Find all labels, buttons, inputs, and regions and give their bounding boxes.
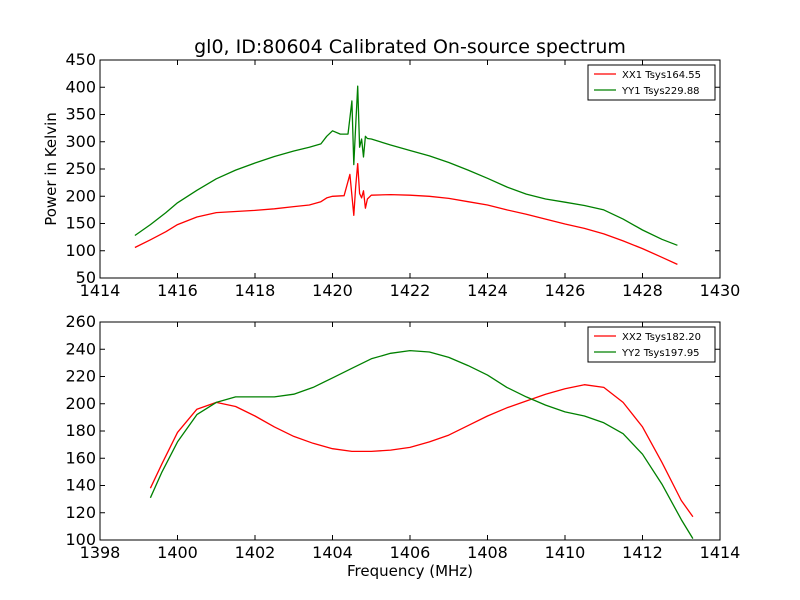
bottom-plot-legend-label-1: XX2 Tsys182.20	[622, 332, 701, 343]
bottom-plot-series	[149, 349, 694, 539]
top-plot-ytick-label-4: 200	[65, 186, 96, 205]
bottom-plot-xtick-label-6: 1408	[467, 543, 508, 562]
bottom-plot-xtick-label-2: 1400	[157, 543, 198, 562]
bottom-plot-ytick-label-3: 140	[65, 476, 96, 495]
bottom-plot-series-1-line	[149, 384, 694, 518]
top-plot-ytick-label-5: 250	[65, 159, 96, 178]
bottom-plot-ytick-label-4: 160	[65, 448, 96, 467]
bottom-plot-xtick-label-1: 1398	[80, 543, 121, 562]
top-plot-ylabel: Power in Kelvin	[42, 112, 60, 226]
bottom-plot-legend-label-2: YY2 Tsys197.95	[621, 348, 700, 359]
bottom-plot-xlabel: Frequency (MHz)	[347, 562, 473, 580]
chart-title: gl0, ID:80604 Calibrated On-source spect…	[194, 36, 626, 58]
top-plot-xtick-label-8: 1428	[622, 281, 663, 300]
top-plot-xtick-label-9: 1430	[700, 281, 741, 300]
bottom-plot-ytick-label-9: 260	[65, 312, 96, 331]
top-plot-xtick-label-1: 1414	[80, 281, 121, 300]
bottom-plot-ytick-label-5: 180	[65, 421, 96, 440]
top-plot: 1414 1416 1418 1420 1422 1424 1426 1428 1430 50 10…	[42, 50, 740, 300]
top-plot-xtick-label-2: 1416	[157, 281, 198, 300]
bottom-plot-xtick-label-4: 1404	[312, 543, 353, 562]
bottom-plot-xtick-label-9: 1414	[700, 543, 741, 562]
bottom-plot-ytick-label-1: 100	[65, 530, 96, 549]
top-plot-legend-label-1: XX1 Tsys164.55	[622, 70, 701, 81]
top-plot-xtick-label-7: 1426	[545, 281, 586, 300]
bottom-plot-ytick-label-7: 220	[65, 367, 96, 386]
bottom-plot-legend: XX2 Tsys182.20 YY2 Tsys197.95	[587, 326, 716, 363]
top-plot-xtick-label-3: 1418	[235, 281, 276, 300]
top-plot-series	[134, 85, 678, 265]
bottom-plot-series-2-line	[149, 349, 694, 539]
top-plot-legend-box	[587, 64, 716, 101]
top-plot-ytick-label-8: 400	[65, 77, 96, 96]
top-plot-ytick-label-7: 350	[65, 105, 96, 124]
bottom-plot-ytick-label-6: 200	[65, 394, 96, 413]
top-plot-xtick-label-4: 1420	[312, 281, 353, 300]
bottom-plot-ytick-label-2: 120	[65, 503, 96, 522]
top-plot-series-2-line	[134, 85, 678, 246]
top-plot-xtick-label-5: 1422	[390, 281, 431, 300]
top-plot-series-1-line	[134, 162, 678, 265]
bottom-plot-legend-box	[587, 326, 716, 363]
bottom-plot-ticks: 1398 1400 1402 1404 1406 1408 1410 1412 1414 100 1…	[65, 312, 740, 562]
bottom-plot-xtick-label-3: 1402	[235, 543, 276, 562]
top-plot-ytick-label-1: 50	[76, 268, 96, 287]
bottom-plot: 1398 1400 1402 1404 1406 1408 1410 1412 1414 100 1…	[65, 312, 740, 580]
bottom-plot-xtick-label-8: 1412	[622, 543, 663, 562]
bottom-plot-xtick-label-7: 1410	[545, 543, 586, 562]
top-plot-ytick-label-2: 100	[65, 241, 96, 260]
top-plot-xtick-label-6: 1424	[467, 281, 508, 300]
top-plot-ticks: 1414 1416 1418 1420 1422 1424 1426 1428 1430 50 10…	[65, 50, 740, 300]
top-plot-legend: XX1 Tsys164.55 YY1 Tsys229.88	[587, 64, 716, 101]
bottom-plot-xtick-label-5: 1406	[390, 543, 431, 562]
bottom-plot-ytick-label-8: 240	[65, 339, 96, 358]
top-plot-ytick-label-6: 300	[65, 132, 96, 151]
top-plot-ytick-label-3: 150	[65, 214, 96, 233]
top-plot-ytick-label-9: 450	[65, 50, 96, 69]
top-plot-legend-label-2: YY1 Tsys229.88	[621, 86, 700, 97]
